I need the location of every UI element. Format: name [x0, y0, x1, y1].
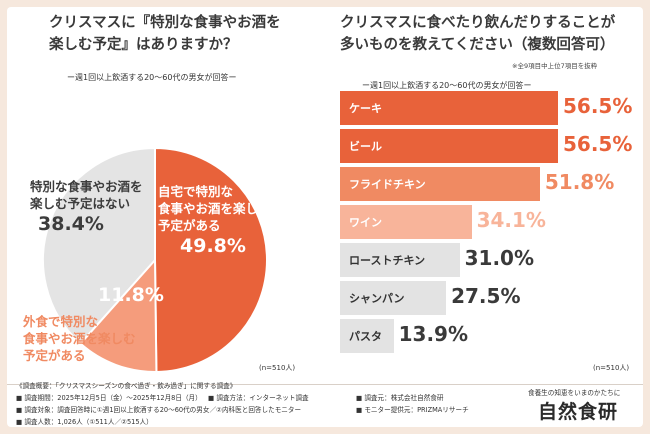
pie-chart-subtitle: ー週1回以上飲酒する20〜60代の男女が回答ー — [67, 73, 237, 82]
bar-row: ローストチキン 31.0% — [340, 243, 640, 277]
bar: ビール — [340, 129, 558, 163]
bar: ワイン — [340, 205, 472, 239]
pie-label-home: 自宅で特別な 食事やお酒を楽しむ 予定がある 49.8% — [158, 184, 271, 257]
bar-row: ビール 56.5% — [340, 129, 640, 163]
footer-source: ■ 調査元：株式会社自然食研 — [356, 394, 444, 402]
brand-logo: 自然食研 — [538, 401, 619, 423]
bar-value-label: 31.0% — [464, 246, 534, 270]
brand-tagline: 食養生の知恵をいまのかたちに — [528, 389, 621, 397]
pie-chart-title: クリスマスに『特別な食事やお酒を 楽しむ予定』はありますか？ — [49, 15, 281, 53]
bar-value-label: 13.9% — [398, 322, 469, 346]
bar-row: シャンパン 27.5% — [340, 281, 640, 315]
bar-value-label: 56.5% — [563, 132, 633, 156]
pie-value-home: 49.8% — [180, 235, 246, 257]
pie-slice-home — [154, 146, 268, 374]
bar-chart-subtitle: ー週1回以上飲酒する20〜60代の男女が回答ー — [362, 81, 532, 90]
bar: シャンパン — [340, 281, 447, 315]
bar-value-label: 56.5% — [563, 94, 633, 118]
bar-value-label: 34.1% — [476, 208, 546, 232]
pie-value-dineout: 11.8% — [98, 284, 164, 306]
footer-method: ■ 調査方法：インターネット調査 — [208, 394, 309, 402]
footer-people: ■ 調査人数：1,026人（①511人／②515人） — [16, 418, 153, 426]
bar-chart-note: ※全9項目中上位7項目を抜粋 — [512, 62, 598, 70]
pie-label-dineout: 外食で特別な 食事やお酒を楽しむ 予定がある — [23, 314, 136, 363]
footer-survey-title: 《調査概要：「クリスマスシーズンの食べ過ぎ・飲み過ぎ」に関する調査》 — [16, 382, 237, 390]
pie-value-none: 38.4% — [38, 213, 104, 235]
bar: ローストチキン — [340, 243, 460, 277]
bar-row: ワイン 34.1% — [340, 205, 640, 239]
bar-row: フライドチキン 51.8% — [340, 167, 640, 201]
bar-row: ケーキ 56.5% — [340, 91, 640, 125]
pie-label-none: 特別な食事やお酒を 楽しむ予定はない 38.4% — [30, 179, 143, 235]
bar-row: パスタ 13.9% — [340, 319, 640, 353]
pie-slice-dineout — [78, 257, 158, 373]
bar-chart-title: クリスマスに食べたり飲んだりすることが 多いものを教えてください（複数回答可） — [340, 15, 616, 53]
footer-target: ■ 調査対象：調査回答時に①週1回以上飲酒する20〜60代の男女／②内科医と回答… — [16, 406, 302, 414]
footer-period: ■ 調査期間：2025年12月5日（金）〜2025年12月8日（月） — [16, 394, 202, 402]
bar-value-label: 27.5% — [451, 284, 521, 308]
pie-n-label: (n=510人) — [259, 364, 296, 372]
pie-slice-none — [42, 146, 156, 345]
bar: パスタ — [340, 319, 394, 353]
bar-value-label: 51.8% — [544, 170, 615, 194]
pie-chart — [42, 146, 268, 374]
footer-provider: ■ モニター提供元：PRIZMAリサーチ — [356, 406, 469, 414]
bar: フライドチキン — [340, 167, 540, 201]
footer-divider — [7, 384, 643, 385]
bar-n-label: (n=510人) — [593, 364, 630, 372]
bar: ケーキ — [340, 91, 558, 125]
